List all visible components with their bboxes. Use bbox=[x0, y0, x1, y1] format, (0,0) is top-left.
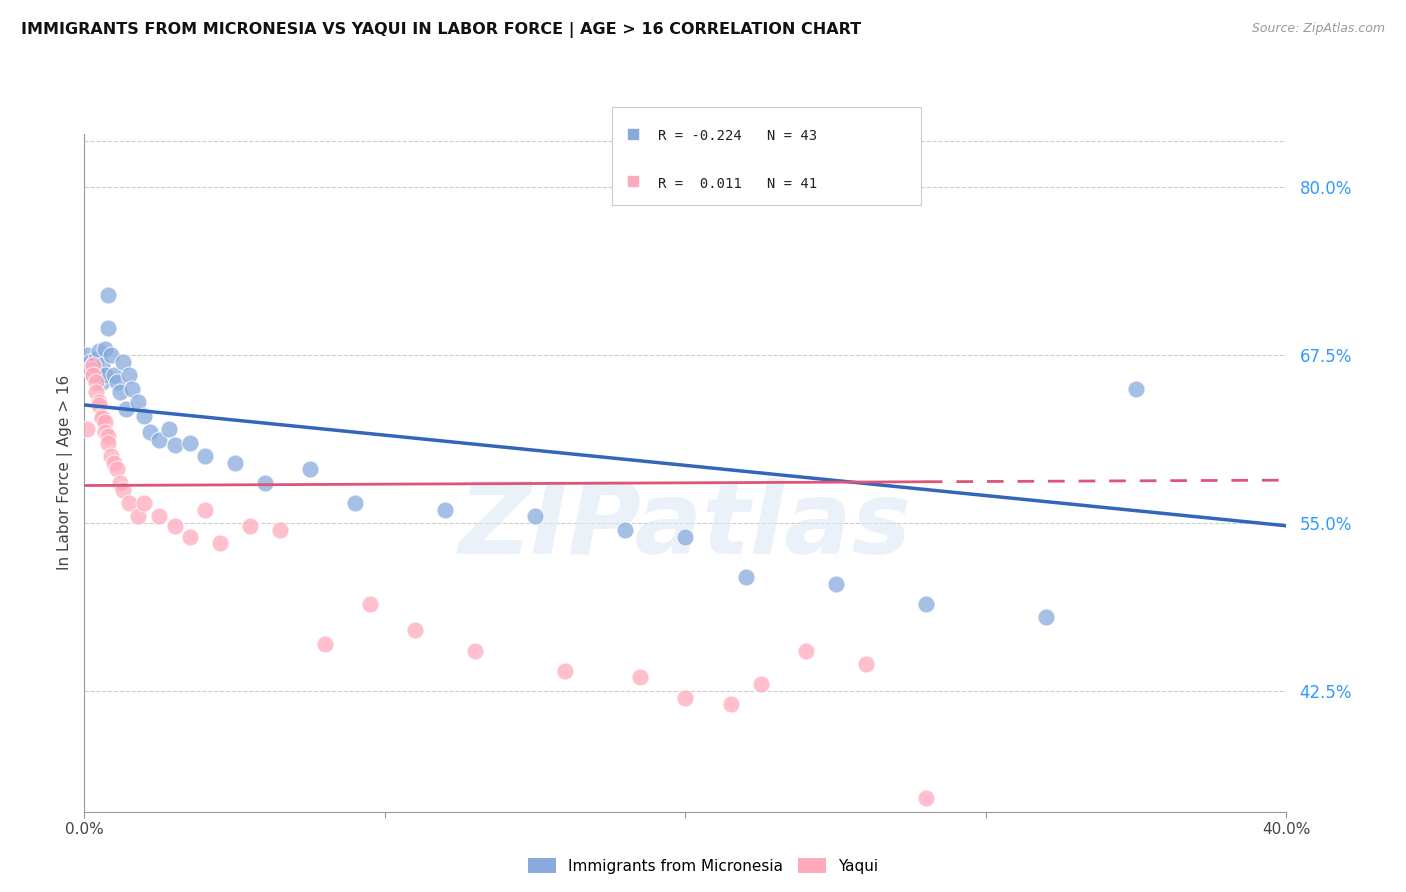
Point bbox=[79, 361, 101, 376]
Point bbox=[82, 368, 104, 383]
Point bbox=[89, 398, 111, 412]
Point bbox=[208, 536, 231, 550]
Point bbox=[94, 425, 117, 439]
Point bbox=[720, 698, 742, 712]
Point bbox=[194, 502, 217, 516]
Point bbox=[115, 402, 138, 417]
Point bbox=[148, 433, 170, 447]
Point bbox=[148, 509, 170, 524]
Point bbox=[97, 321, 120, 335]
Point bbox=[915, 597, 938, 611]
Point bbox=[359, 597, 381, 611]
Point bbox=[1035, 610, 1057, 624]
Point bbox=[76, 348, 98, 362]
Point bbox=[86, 375, 108, 389]
Point bbox=[79, 355, 101, 369]
Point bbox=[100, 348, 122, 362]
Text: R = -0.224   N = 43: R = -0.224 N = 43 bbox=[658, 129, 817, 144]
Point bbox=[163, 438, 186, 452]
Point bbox=[94, 342, 117, 356]
Point bbox=[91, 411, 114, 425]
Point bbox=[794, 643, 817, 657]
Point bbox=[110, 384, 132, 399]
Point bbox=[915, 791, 938, 805]
Point bbox=[224, 456, 246, 470]
Point bbox=[97, 288, 120, 302]
Point bbox=[89, 344, 111, 359]
Point bbox=[112, 355, 135, 369]
Point bbox=[107, 462, 129, 476]
Point bbox=[107, 375, 129, 389]
Point bbox=[121, 382, 143, 396]
Point bbox=[163, 518, 186, 533]
Point bbox=[82, 358, 104, 372]
Point bbox=[824, 576, 846, 591]
Point bbox=[97, 429, 120, 443]
Point bbox=[157, 422, 180, 436]
Point bbox=[464, 643, 486, 657]
Point bbox=[179, 435, 201, 450]
Point bbox=[82, 358, 104, 372]
Point bbox=[91, 409, 114, 423]
Point bbox=[82, 368, 104, 383]
Point bbox=[91, 358, 114, 372]
Point bbox=[628, 671, 651, 685]
Point bbox=[855, 657, 877, 671]
Point bbox=[134, 409, 156, 423]
Point bbox=[76, 422, 98, 436]
Legend: Immigrants from Micronesia, Yaqui: Immigrants from Micronesia, Yaqui bbox=[522, 852, 884, 880]
Point bbox=[94, 368, 117, 383]
Point bbox=[1125, 382, 1147, 396]
Point bbox=[614, 523, 637, 537]
Point bbox=[89, 371, 111, 385]
Point bbox=[269, 523, 291, 537]
Point bbox=[103, 368, 125, 383]
Point bbox=[194, 449, 217, 463]
Point bbox=[675, 690, 697, 705]
Point bbox=[118, 496, 141, 510]
Point bbox=[91, 375, 114, 389]
Point bbox=[118, 368, 141, 383]
Point bbox=[127, 509, 149, 524]
Y-axis label: In Labor Force | Age > 16: In Labor Force | Age > 16 bbox=[58, 376, 73, 570]
Point bbox=[134, 496, 156, 510]
Point bbox=[100, 449, 122, 463]
Point bbox=[127, 395, 149, 409]
Point bbox=[404, 624, 426, 638]
Point bbox=[621, 173, 644, 188]
Point bbox=[89, 395, 111, 409]
Point bbox=[434, 502, 457, 516]
Point bbox=[524, 509, 547, 524]
Point bbox=[86, 384, 108, 399]
Text: R =  0.011   N = 41: R = 0.011 N = 41 bbox=[658, 177, 817, 191]
Point bbox=[139, 425, 162, 439]
Text: ZIPatlas: ZIPatlas bbox=[458, 478, 912, 575]
Point bbox=[343, 496, 366, 510]
Point bbox=[253, 475, 276, 490]
Point bbox=[94, 416, 117, 430]
Point bbox=[86, 361, 108, 376]
Point bbox=[103, 456, 125, 470]
Point bbox=[675, 529, 697, 543]
Point bbox=[554, 664, 576, 678]
Point bbox=[179, 529, 201, 543]
Point bbox=[734, 570, 756, 584]
Point bbox=[239, 518, 262, 533]
Point bbox=[749, 677, 772, 691]
Point bbox=[97, 435, 120, 450]
Text: Source: ZipAtlas.com: Source: ZipAtlas.com bbox=[1251, 22, 1385, 36]
Text: IMMIGRANTS FROM MICRONESIA VS YAQUI IN LABOR FORCE | AGE > 16 CORRELATION CHART: IMMIGRANTS FROM MICRONESIA VS YAQUI IN L… bbox=[21, 22, 862, 38]
Point bbox=[110, 475, 132, 490]
Point bbox=[112, 483, 135, 497]
Point bbox=[621, 127, 644, 141]
Point bbox=[298, 462, 321, 476]
Point bbox=[86, 352, 108, 367]
Point bbox=[314, 637, 336, 651]
